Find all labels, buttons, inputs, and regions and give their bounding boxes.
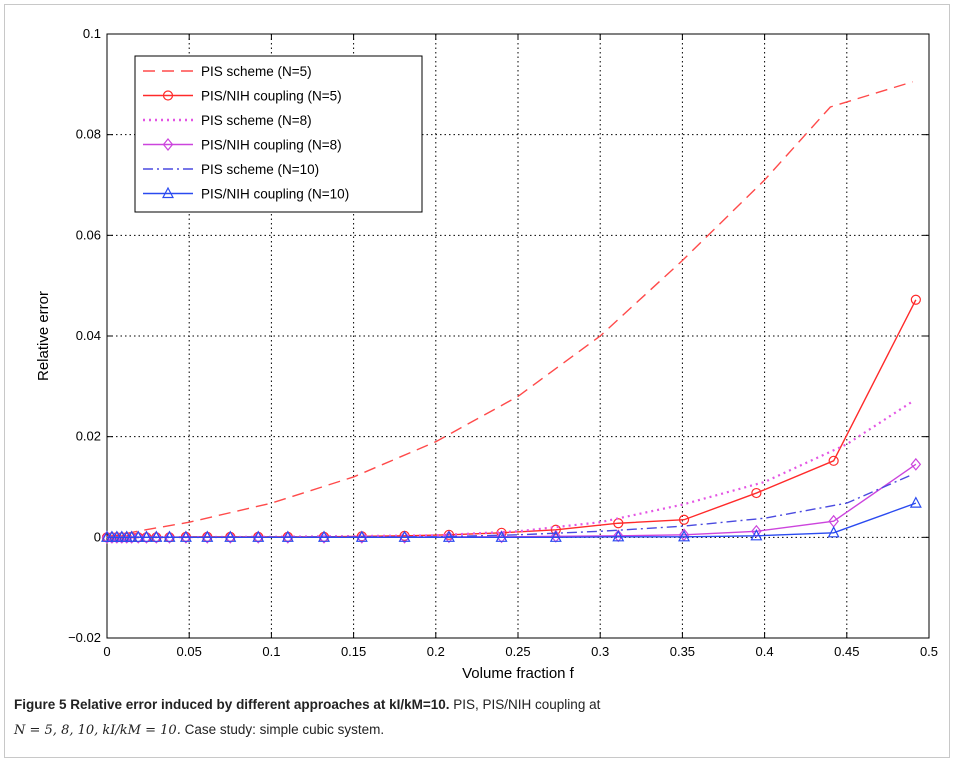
data-point-triangle [201, 530, 214, 542]
data-point-diamond [164, 530, 175, 544]
data-point-diamond [751, 524, 762, 538]
data-point-circle [751, 487, 762, 499]
data-point-diamond [252, 530, 264, 544]
series-5 [106, 473, 913, 539]
legend-label: PIS scheme (N=8) [201, 113, 312, 128]
y-tick-label: 0.08 [76, 127, 101, 142]
data-point-diamond [282, 530, 294, 544]
x-tick-label: 0.1 [262, 644, 280, 659]
x-tick-label: 0.35 [670, 644, 695, 659]
series-line [106, 81, 913, 539]
x-tick-label: 0.05 [177, 644, 202, 659]
series-6 [101, 496, 922, 542]
caption-text: PIS, PIS/NIH coupling at [449, 697, 601, 712]
axes: 0 0.05 0.1 0.15 0.2 0.25 0.3 0.35 0.4 0.45 0.5 −0.0… [68, 26, 938, 659]
data-point-circle [162, 90, 174, 101]
series-group [101, 81, 922, 544]
data-point-circle [828, 455, 839, 466]
figure-frame [4, 4, 950, 758]
series-3 [106, 400, 914, 539]
data-point-diamond [151, 530, 162, 544]
x-tick-label: 0.4 [756, 644, 774, 659]
y-tick-label: 0 [94, 529, 101, 544]
data-point-diamond [202, 530, 213, 544]
y-tick-label: 0.06 [76, 227, 101, 242]
x-tick-label: 0.15 [341, 644, 366, 659]
legend-label: PIS scheme (N=10) [201, 162, 319, 177]
x-tick-label: 0.2 [427, 644, 445, 659]
data-point-circle [910, 294, 921, 305]
data-point-circle [613, 518, 624, 529]
data-point-triangle [281, 530, 294, 542]
data-point-diamond [180, 530, 192, 544]
data-point-triangle [495, 530, 508, 542]
data-point-triangle [750, 529, 763, 541]
legend-label: PIS scheme (N=5) [201, 64, 312, 79]
caption-title: Figure 5 Relative error induced by diffe… [14, 697, 450, 712]
data-point-triangle [224, 530, 237, 542]
x-axis-label: Volume fraction f [462, 665, 575, 682]
y-tick-label: 0.04 [76, 328, 101, 343]
x-tick-label: 0.3 [591, 644, 609, 659]
x-tick-label: 0.5 [920, 644, 938, 659]
data-point-diamond [318, 530, 330, 544]
figure-caption: Figure 5 Relative error induced by diffe… [14, 692, 934, 743]
y-tick-label: −0.02 [68, 630, 101, 645]
series-line [107, 502, 917, 539]
legend-box [134, 55, 423, 213]
series-1 [106, 81, 913, 539]
data-point-triangle [318, 530, 331, 542]
data-point-diamond [496, 530, 507, 544]
data-point-diamond [141, 530, 152, 544]
x-tick-label: 0 [103, 644, 110, 659]
x-tick-label: 0.45 [834, 644, 859, 659]
data-point-diamond [225, 530, 236, 544]
data-point-triangle [125, 530, 138, 542]
data-point-triangle [827, 526, 840, 538]
data-point-triangle [398, 530, 411, 542]
y-tick-label: 0.02 [76, 429, 101, 444]
data-point-triangle [132, 530, 145, 542]
caption-line-1: Figure 5 Relative error induced by diffe… [14, 692, 934, 717]
caption-math: N = 5, 8, 10, kI/kM = 10. [14, 723, 181, 738]
y-tick-label: 0.1 [83, 26, 101, 41]
legend-label: PIS/NIH coupling (N=10) [201, 187, 349, 202]
series-line [106, 473, 913, 539]
data-point-triangle [150, 530, 163, 542]
data-point-diamond [910, 457, 922, 471]
caption-line-2: N = 5, 8, 10, kI/kM = 10. Case study: si… [14, 717, 934, 743]
data-point-circle [678, 514, 690, 525]
data-point-diamond [399, 530, 410, 544]
data-point-triangle [442, 530, 455, 542]
legend-label: PIS/NIH coupling (N=8) [201, 138, 342, 153]
legend-label: PIS/NIH coupling (N=5) [201, 89, 342, 104]
line-chart: 0 0.05 0.1 0.15 0.2 0.25 0.3 0.35 0.4 0.45 0.5 −0.0… [35, 26, 938, 682]
data-point-diamond [132, 530, 144, 544]
data-point-triangle [163, 530, 176, 542]
data-point-triangle [678, 530, 691, 542]
data-point-triangle [549, 530, 562, 542]
data-point-triangle [162, 186, 174, 199]
series-line [106, 400, 914, 539]
data-point-circle [550, 524, 561, 535]
data-point-triangle [179, 530, 192, 542]
x-tick-label: 0.25 [505, 644, 530, 659]
y-axis-label: Relative error [35, 291, 52, 381]
data-point-diamond [162, 138, 174, 151]
data-point-triangle [612, 530, 625, 542]
data-point-diamond [356, 530, 368, 544]
data-point-diamond [443, 530, 455, 544]
caption-text-2: Case study: simple cubic system. [180, 722, 385, 737]
data-point-triangle [140, 530, 153, 542]
legend: PIS scheme (N=5) PIS/NIH coupling (N=5) PI… [134, 55, 423, 213]
data-point-triangle [355, 530, 368, 542]
data-point-triangle [909, 496, 922, 508]
data-point-triangle [252, 530, 265, 542]
